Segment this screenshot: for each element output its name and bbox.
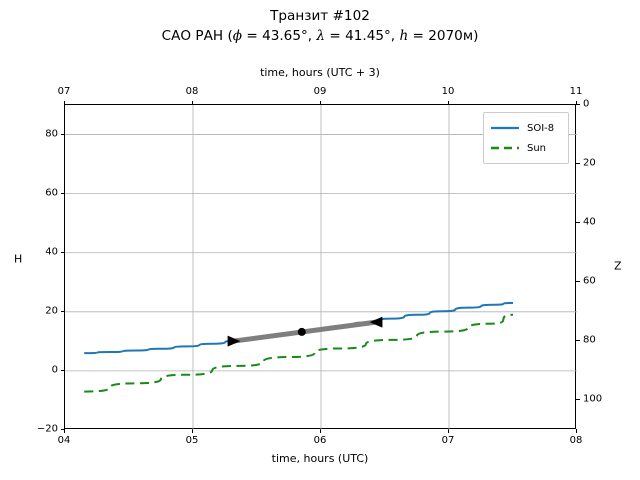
tick-mark-y-left: [60, 310, 64, 312]
lambda-symbol: λ: [316, 28, 326, 44]
tick-label-y-right: 0: [583, 98, 590, 110]
tick-label-x-top: 09: [313, 86, 327, 97]
tick-label-x-top: 08: [185, 86, 199, 97]
tick-mark-y-left: [60, 192, 64, 194]
tick-mark-x-top: [192, 100, 193, 104]
chart-title-block: Транзит #102 САО РАН (ϕ = 43.65°, λ = 41…: [0, 6, 640, 46]
tick-mark-x-bottom: [192, 429, 193, 433]
tick-mark-x-bottom: [448, 429, 449, 433]
chart-title-secondary: САО РАН (ϕ = 43.65°, λ = 41.45°, h = 207…: [0, 26, 640, 46]
y-axis-label-left: H: [14, 252, 23, 266]
tick-mark-x-top: [320, 100, 321, 104]
tick-mark-x-top: [64, 100, 65, 104]
tick-label-y-left: 0: [51, 364, 58, 376]
x-axis-label-bottom: time, hours (UTC): [271, 452, 369, 465]
tick-label-y-right: 20: [583, 157, 596, 169]
x-axis-label-top: time, hours (UTC + 3): [260, 66, 380, 79]
tick-mark-y-left: [60, 369, 64, 371]
tick-mark-x-bottom: [576, 429, 577, 433]
tick-label-x-bottom: 04: [57, 435, 71, 446]
transit-end-marker: [369, 316, 383, 328]
tick-mark-y-left: [60, 429, 64, 430]
tick-label-y-left: 60: [45, 187, 58, 199]
tick-mark-x-bottom: [320, 429, 321, 433]
tick-label-x-bottom: 06: [313, 435, 327, 446]
tick-label-y-left: 80: [45, 128, 58, 140]
legend-label-sun: Sun: [527, 142, 547, 154]
legend-line-icon-soi8: [490, 122, 520, 134]
tick-label-y-right: 40: [583, 216, 596, 228]
series-line-sun: [84, 313, 514, 393]
phi-value: = 43.65°,: [242, 28, 317, 44]
tick-label-x-top: 10: [441, 86, 455, 97]
tick-label-y-right: 80: [583, 334, 596, 346]
phi-symbol: ϕ: [232, 28, 243, 44]
tick-mark-y-right: [576, 222, 580, 224]
legend-item-sun[interactable]: Sun: [490, 138, 562, 158]
tick-label-x-bottom: 07: [441, 435, 455, 446]
transit-culmination-marker: [297, 327, 306, 336]
tick-mark-y-right: [576, 281, 580, 283]
tick-label-y-right: 100: [583, 393, 603, 405]
legend-item-soi8[interactable]: SOI-8: [490, 118, 562, 138]
tick-mark-y-right: [576, 399, 580, 401]
tick-mark-y-left: [60, 251, 64, 253]
legend-label-soi8: SOI-8: [527, 122, 555, 134]
y-axis-label-right: Z: [614, 259, 622, 273]
tick-mark-x-top: [448, 100, 449, 104]
tick-mark-y-right: [576, 340, 580, 342]
legend-line-icon-sun: [490, 142, 520, 154]
tick-label-y-left: 20: [45, 305, 58, 317]
tick-label-y-left: −20: [36, 423, 58, 435]
tick-label-y-left: 40: [45, 246, 58, 258]
tick-label-x-bottom: 08: [569, 435, 583, 446]
altitude-value: = 2070м): [408, 28, 479, 44]
tick-mark-y-right: [576, 163, 580, 165]
grid-lines: [65, 105, 577, 430]
tick-label-x-bottom: 05: [185, 435, 199, 446]
transit-start-marker: [227, 335, 241, 347]
lambda-value: = 41.45°,: [325, 28, 400, 44]
plot-area: [64, 104, 577, 430]
series-line-soi-8: [84, 301, 514, 355]
tick-mark-y-right: [576, 104, 580, 105]
tick-label-x-top: 11: [569, 86, 583, 97]
observatory-name: САО РАН (: [161, 28, 233, 44]
tick-label-x-top: 07: [57, 86, 71, 97]
chart-legend[interactable]: SOI-8 Sun: [483, 112, 569, 164]
altitude-symbol: h: [399, 28, 409, 44]
tick-mark-x-bottom: [64, 429, 65, 433]
chart-title-primary: Транзит #102: [270, 8, 370, 24]
data-series-layer: [84, 301, 514, 393]
tick-mark-y-left: [60, 133, 64, 135]
tick-label-y-right: 60: [583, 275, 596, 287]
tick-mark-x-top: [576, 100, 577, 104]
